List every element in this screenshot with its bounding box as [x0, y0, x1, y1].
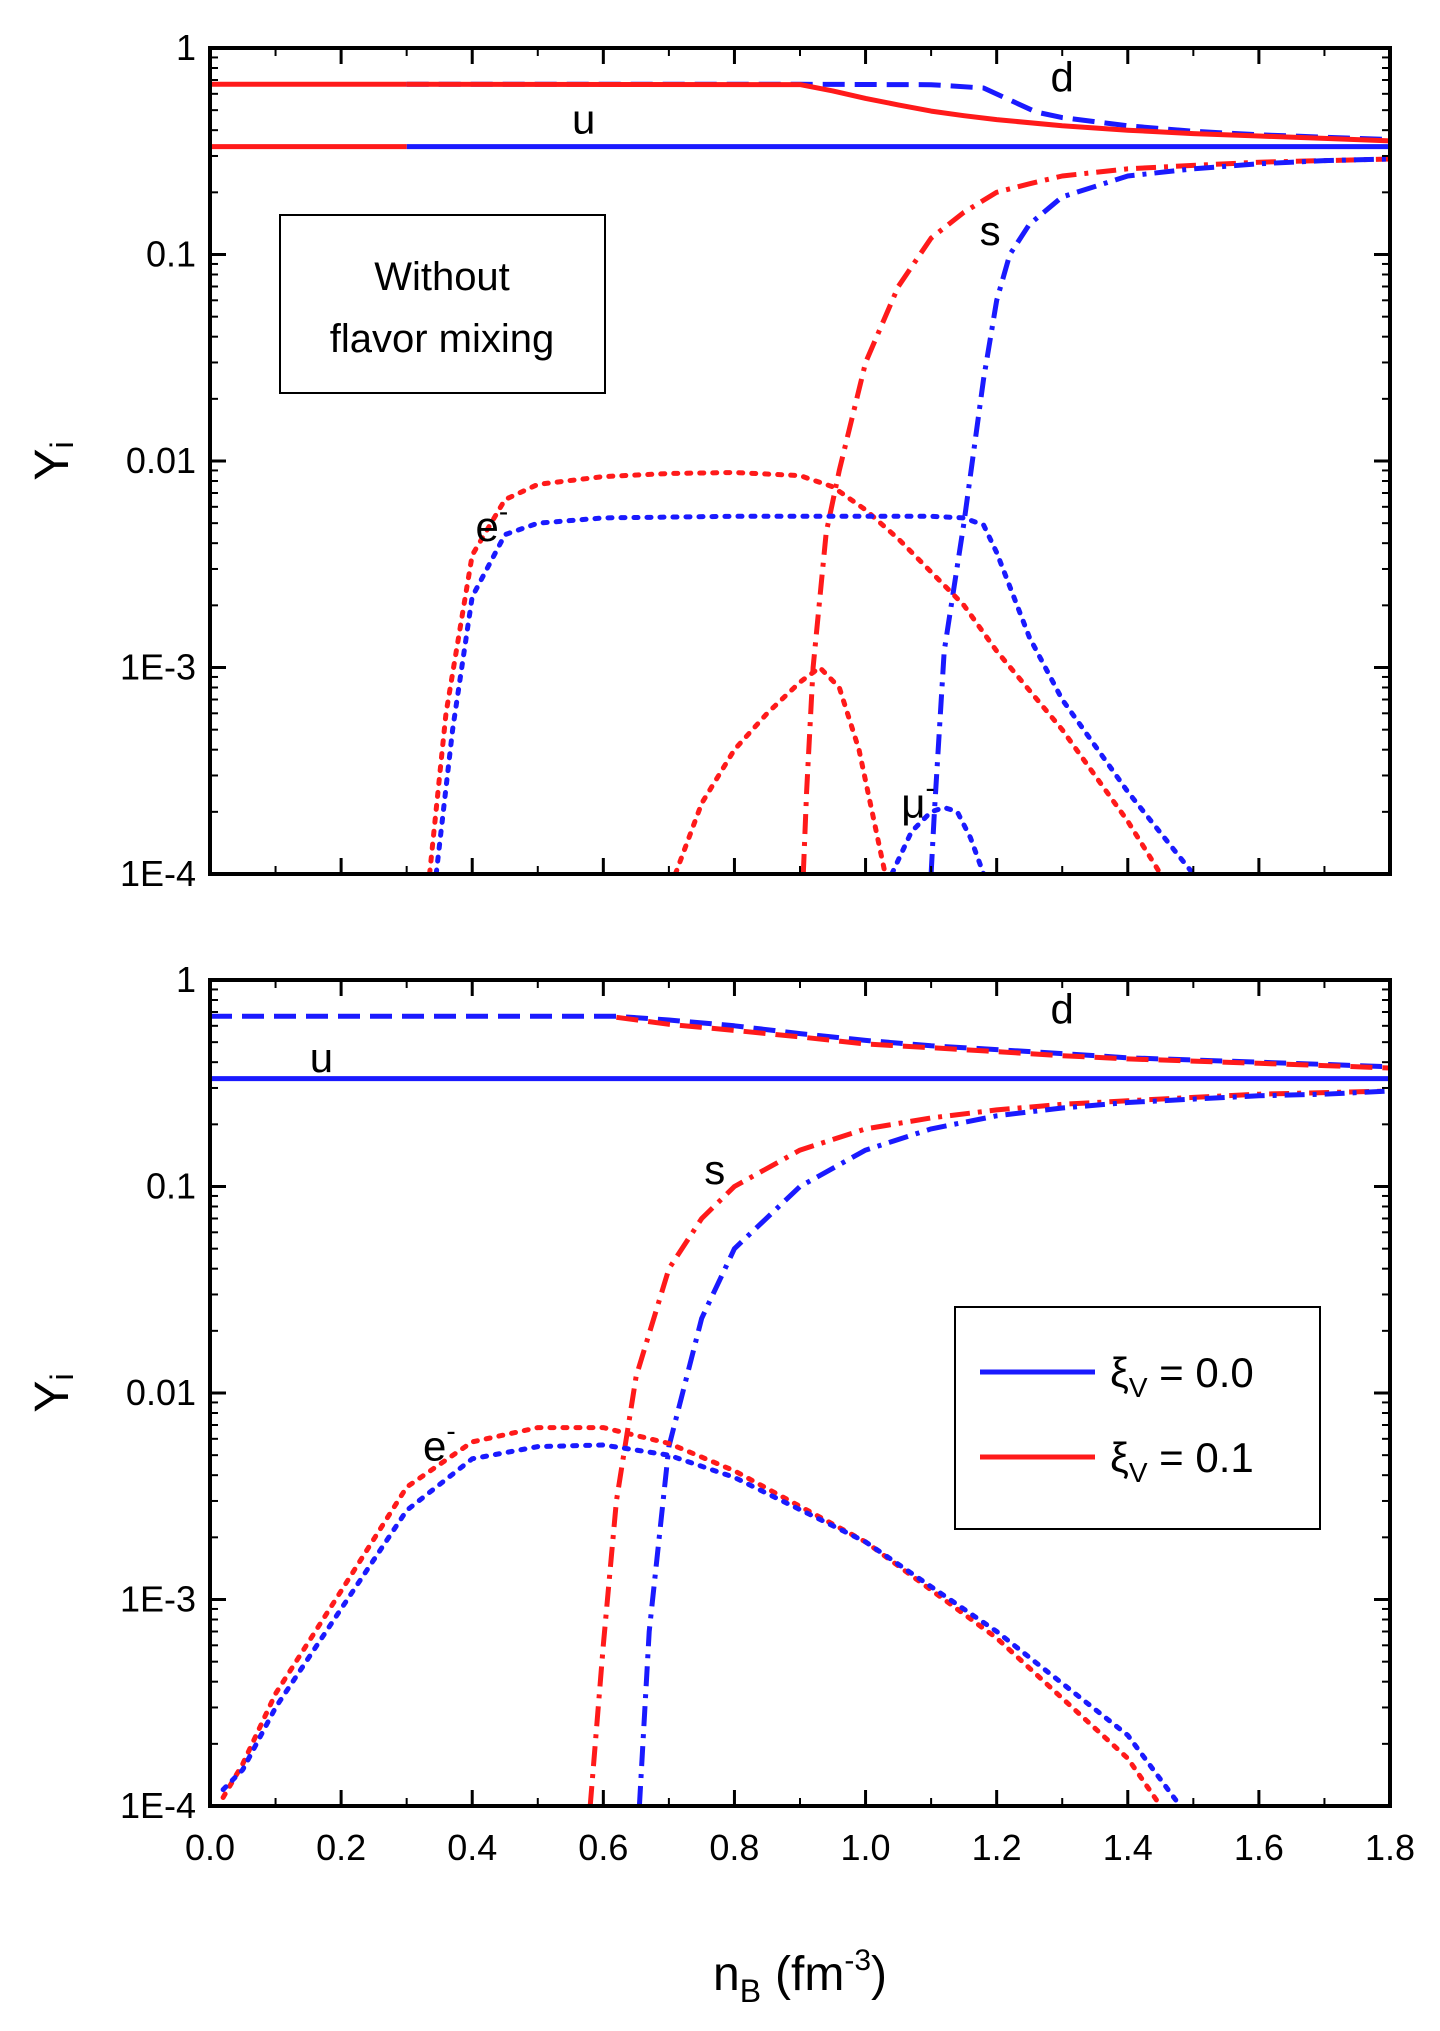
top-ytick-label-0: 1 [176, 27, 196, 68]
bottom-series-3 [587, 1088, 1390, 1806]
top-axis-ticks: 1 0.1 0.01 1E-3 1E-4 [120, 27, 1392, 894]
bottom-xtick-label-0: 0.0 [185, 1827, 235, 1868]
bottom-series-4 [636, 1088, 1390, 1806]
top-panel: 1 0.1 0.01 1E-3 1E-4 Without flavor mixing Y… [26, 27, 1392, 894]
bottom-ytick-label-1: 0.1 [146, 1166, 196, 1207]
bottom-axis-ticks: 1 0.1 0.01 1E-3 1E-40.0 0.2 0.4 0.6 0.8 1.0 1.2 1.4… [120, 959, 1415, 1868]
bottom-xtick-label-9: 1.8 [1365, 1827, 1415, 1868]
top-info-box-frame [279, 214, 606, 394]
top-series-6 [928, 156, 1390, 874]
bottom-panel: 1 0.1 0.01 1E-3 1E-40.0 0.2 0.4 0.6 0.8 1.0 1.2 1.4… [26, 959, 1415, 2009]
top-series-4 [406, 81, 1390, 144]
bottom-annotation-1: d [1051, 986, 1074, 1033]
bottom-xtick-label-6: 1.2 [972, 1827, 1022, 1868]
x-axis-label: nB (fm-3) [713, 1944, 887, 2009]
top-series-5 [800, 156, 1390, 874]
top-annotation-4-sup: - [925, 772, 934, 803]
bottom-xtick-label-2: 0.4 [447, 1827, 497, 1868]
top-ytick-label-1: 0.1 [146, 234, 196, 275]
legend-label-xi-01: ξV = 0.1 [1110, 1434, 1254, 1488]
bottom-xtick-label-5: 1.0 [841, 1827, 891, 1868]
bottom-annotation-3-sup: - [446, 1416, 455, 1447]
top-y-axis-label: Yi [26, 441, 81, 480]
bottom-series-1 [210, 1013, 1390, 1070]
bottom-series-2 [616, 1014, 1390, 1071]
legend: ξV = 0.0 ξV = 0.1 [954, 1306, 1321, 1530]
bottom-xtick-label-7: 1.4 [1103, 1827, 1153, 1868]
bottom-annotation-2: s [704, 1146, 725, 1193]
bottom-series-6 [220, 1442, 1183, 1806]
top-ytick-label-2: 0.01 [126, 440, 196, 481]
bottom-ytick-label-2: 0.01 [126, 1372, 196, 1413]
top-annotation-2: s [980, 207, 1001, 254]
bottom-ytick-label-3: 1E-3 [120, 1579, 196, 1620]
top-annotation-1: d [1051, 54, 1074, 101]
top-info-box: Without flavor mixing [279, 214, 606, 394]
legend-frame [954, 1306, 1321, 1530]
legend-label-xi-0: ξV = 0.0 [1110, 1349, 1254, 1403]
top-annotation-0: u [572, 96, 595, 143]
bottom-annotation-0: u [310, 1034, 333, 1081]
top-series-9 [672, 665, 888, 874]
bottom-xtick-label-8: 1.6 [1234, 1827, 1284, 1868]
bottom-series-group [210, 1013, 1390, 1806]
bottom-y-axis-label: Yi [26, 1373, 81, 1412]
top-series-7 [427, 470, 1164, 874]
top-info-box-line-1: Without [374, 255, 510, 299]
bottom-ytick-label-0: 1 [176, 959, 196, 1000]
top-series-8 [433, 513, 1196, 874]
bottom-xtick-label-4: 0.8 [709, 1827, 759, 1868]
top-info-box-line-2: flavor mixing [330, 317, 555, 361]
top-ytick-label-3: 1E-3 [120, 647, 196, 688]
bottom-xtick-label-3: 0.6 [578, 1827, 628, 1868]
top-series-10 [889, 805, 987, 874]
top-annotation-3-sup: - [499, 496, 508, 527]
top-ytick-label-4: 1E-4 [120, 853, 196, 894]
top-series-group [210, 81, 1390, 874]
bottom-ytick-label-4: 1E-4 [120, 1785, 196, 1826]
bottom-xtick-label-1: 0.2 [316, 1827, 366, 1868]
